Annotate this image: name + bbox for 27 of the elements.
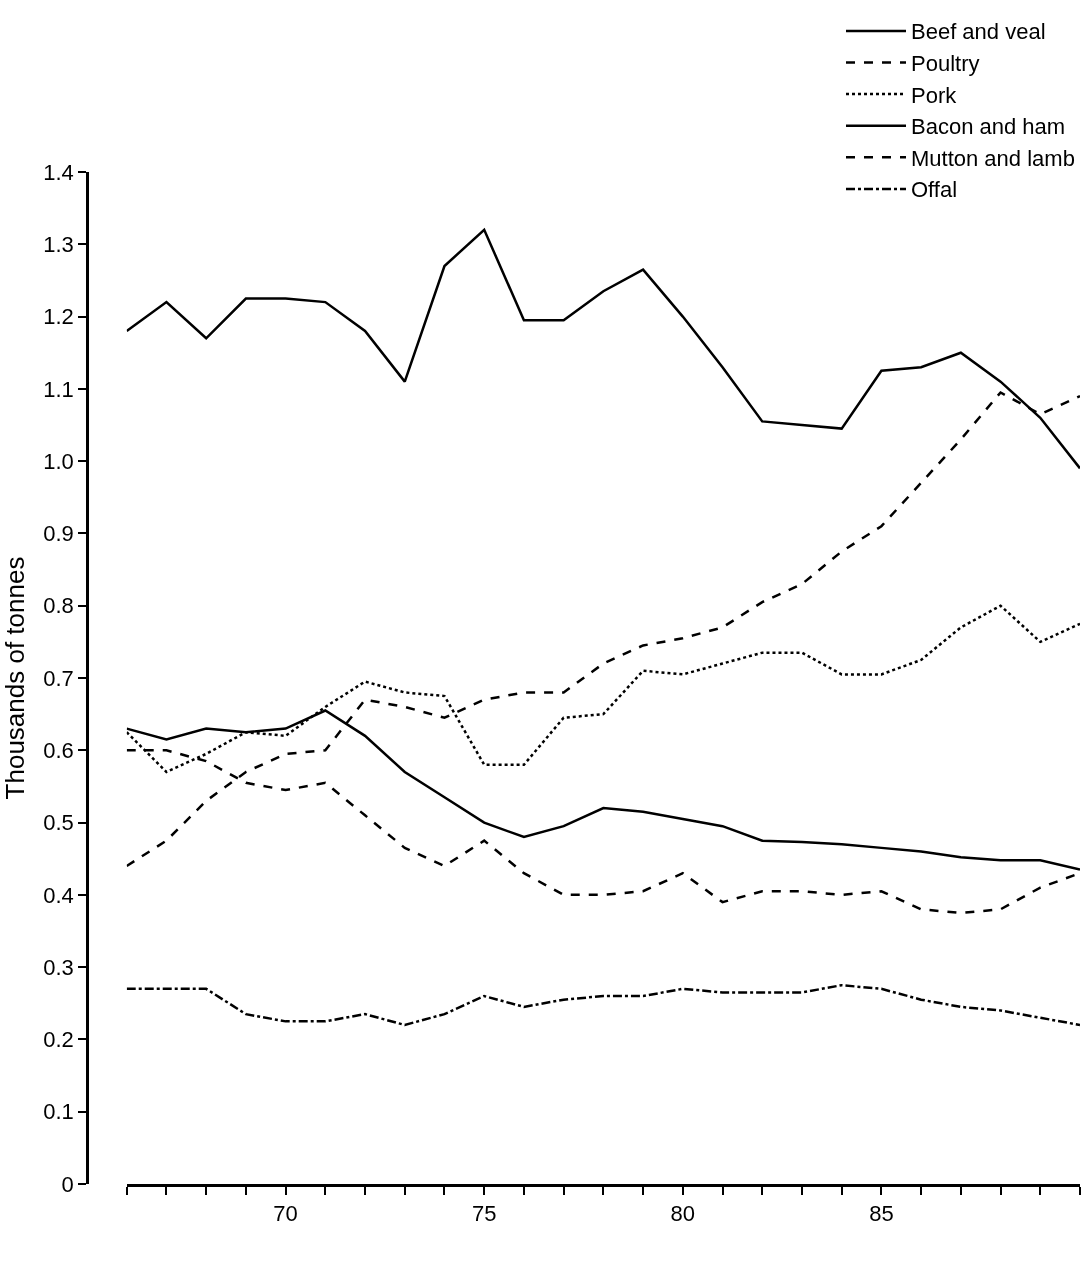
legend-label: Mutton and lamb	[911, 145, 1075, 171]
line-series	[126, 983, 1080, 1027]
legend-label: Poultry	[911, 51, 980, 77]
legend-label: Beef and veal	[911, 19, 1046, 45]
y-tick-label: 0.5	[43, 810, 74, 836]
legend-label: Offal	[911, 177, 958, 203]
legend-label: Pork	[911, 82, 958, 108]
x-tick-label: 75	[471, 1201, 497, 1227]
y-tick-label: 1.4	[43, 159, 74, 185]
y-tick-label: 0.1	[43, 1099, 74, 1125]
y-tick-label: 0	[61, 1171, 74, 1197]
y-tick-label: 0.9	[43, 521, 74, 547]
legend-label: Bacon and ham	[911, 114, 1066, 140]
y-axis-title: Thousands of tonnes	[0, 556, 30, 800]
y-tick-label: 1.0	[43, 448, 74, 474]
y-tick-label: 1.1	[43, 376, 74, 402]
x-tick-label: 85	[869, 1201, 894, 1227]
y-tick-label: 1.2	[43, 304, 74, 330]
y-tick-label: 0.7	[43, 665, 74, 691]
y-tick-label: 1.3	[43, 231, 74, 257]
y-tick-label: 0.8	[43, 593, 74, 619]
x-tick-label: 80	[670, 1201, 696, 1227]
y-tick-label: 0.4	[43, 882, 74, 908]
y-tick-label: 0.6	[43, 737, 74, 763]
x-tick-label: 70	[273, 1201, 298, 1227]
y-tick-label: 0.2	[43, 1027, 74, 1053]
y-tick-label: 0.3	[43, 954, 74, 980]
